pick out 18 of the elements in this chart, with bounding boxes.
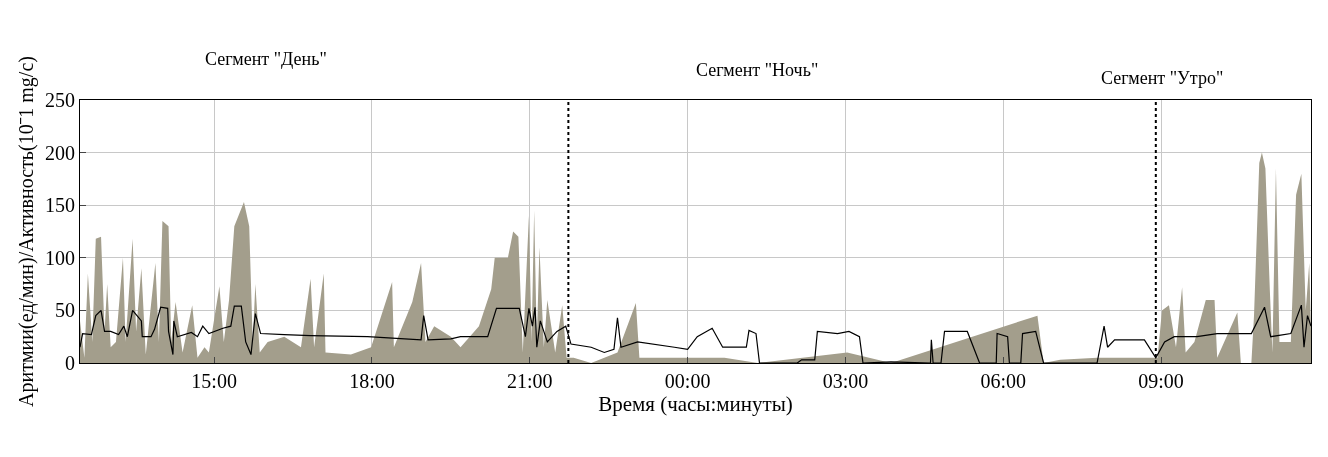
x-tick-label: 18:00 (349, 370, 395, 392)
x-tick-label: 21:00 (507, 370, 553, 392)
x-tick-label: 03:00 (822, 370, 869, 392)
text: Сегмент "День" (205, 49, 327, 69)
text: Сегмент "Утро" (1101, 68, 1224, 88)
text: Сегмент "Ночь" (696, 60, 819, 80)
y-tick-label: 50 (55, 299, 75, 322)
y-tick-label: 150 (45, 194, 75, 217)
x-tick-label: 00:00 (664, 370, 711, 392)
x-tick-label: 09:00 (1138, 370, 1184, 392)
x-axis-title: Время (часы:минуты) (598, 392, 793, 416)
y-tick-label: 0 (65, 352, 75, 374)
y-tick-label: 200 (45, 141, 75, 164)
y-tick-label: 250 (45, 89, 75, 111)
x-tick-label: 06:00 (980, 370, 1027, 392)
x-tick-label: 15:00 (191, 370, 237, 392)
y-axis-title: Аритмии(ед/мин)/Активность(10ˉ1 mg/c) (14, 56, 38, 407)
y-tick-label: 100 (45, 246, 75, 269)
